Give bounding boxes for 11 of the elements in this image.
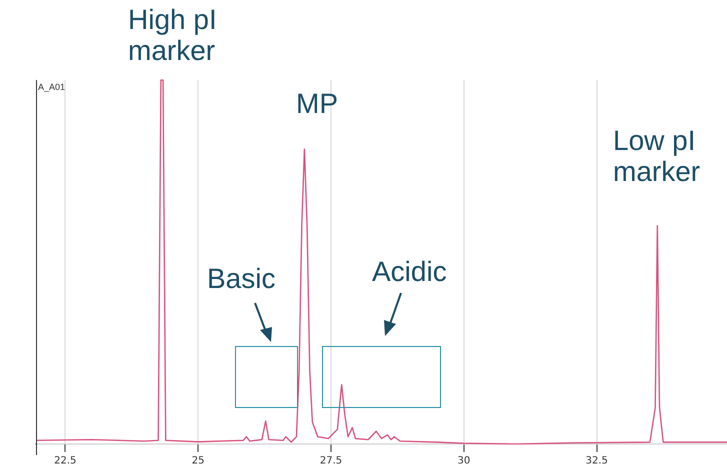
x-tick-label: 22.5 xyxy=(54,456,76,467)
text: High pI marker xyxy=(128,4,218,67)
x-tick-label: 25 xyxy=(192,456,204,467)
x-tick-label: 27.5 xyxy=(320,456,342,467)
annotation: A_A01 xyxy=(38,82,66,92)
x-tick-label: 30 xyxy=(458,456,470,467)
x-tick-label: 32.5 xyxy=(586,456,608,467)
annotation: Acidic xyxy=(372,256,448,288)
annotation: MP xyxy=(296,88,339,120)
annotation: Low pI marker xyxy=(613,125,702,188)
annotation: Basic xyxy=(207,263,276,294)
